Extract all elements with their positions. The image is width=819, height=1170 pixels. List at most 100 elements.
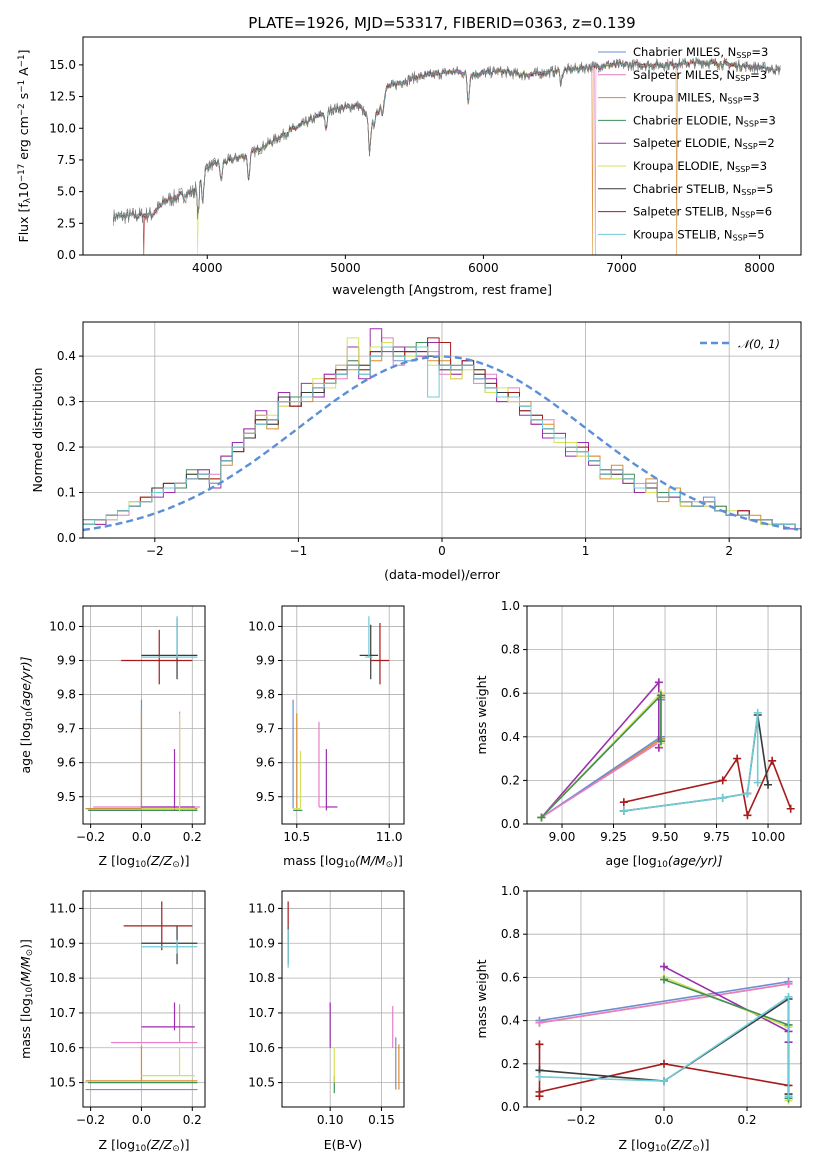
axes-frame (82, 321, 802, 539)
y-tick-label: 10.8 (248, 971, 275, 985)
label-part: Flux [f (16, 203, 31, 243)
label-part: Chabrier ELODIE, N (633, 113, 744, 127)
spectrum-xlabel: wavelength [Angstrom, rest frame] (332, 282, 552, 297)
weight-marker (656, 737, 665, 746)
label-part: SSP (735, 165, 750, 174)
spectrum-title: PLATE=1926, MJD=53317, FIBERID=0363, z=0… (248, 14, 635, 32)
y-tick-label: 10.5 (248, 1076, 275, 1090)
y-tick-label: 11.0 (248, 901, 275, 915)
plot-area (527, 606, 801, 824)
y-tick-label: 10.9 (49, 936, 76, 950)
x-tick-label: −0.2 (566, 1113, 595, 1127)
residual-histogram (83, 337, 801, 530)
weight-marker (619, 806, 628, 815)
residuals-legend: 𝒩(0, 1) (700, 337, 780, 351)
y-tick-label: 1.0 (501, 599, 520, 613)
weight-marker (654, 743, 663, 752)
weight-line (539, 980, 789, 1022)
label-part: (age/yr)] (18, 656, 33, 711)
label-part: =5 (748, 227, 765, 241)
weight-vs-age-ylabel: mass weight (474, 675, 489, 754)
y-tick-label: 10.5 (49, 1076, 76, 1090)
label-part: SSP (744, 119, 759, 128)
label-part: (M/M (18, 956, 33, 987)
residual-histogram (83, 342, 801, 530)
axes-frame (526, 605, 802, 825)
y-tick-label: 9.9 (57, 654, 76, 668)
x-tick-label: 8000 (744, 261, 775, 275)
legend-label: Kroupa STELIB, NSSP=5 (633, 227, 765, 242)
legend-label: Kroupa MILES, NSSP=3 (633, 91, 760, 106)
label-part: Chabrier MILES, N (633, 45, 736, 59)
label-part: 10 (344, 860, 355, 870)
mass-vs-ebv-axes: 0.10 0.15 10.5 10.6 10.7 10.8 10.9 11.0 E(B-V) (248, 890, 405, 1152)
legend-label: 𝒩(0, 1) (738, 337, 780, 351)
weight-marker (764, 780, 773, 789)
label-part: (Z/Z (146, 853, 173, 868)
label-part: age [log (605, 853, 656, 868)
legend-label: Kroupa ELODIE, NSSP=3 (633, 159, 767, 174)
label-part: =3 (751, 45, 768, 59)
axes-frame (281, 890, 405, 1108)
legend-label: Salpeter STELIB, NSSP=6 (633, 205, 772, 220)
x-tick-label: 0.2 (737, 1113, 756, 1127)
x-tick-label: 9.00 (549, 830, 576, 844)
y-tick-label: 10.0 (248, 619, 275, 633)
label-part: Kroupa MILES, N (633, 91, 728, 105)
y-tick-label: 15.0 (49, 58, 76, 72)
residual-histogram (83, 337, 801, 530)
plot-area (83, 606, 205, 824)
model-spectrum-line (113, 58, 781, 255)
label-part: Z [log (99, 1137, 135, 1152)
label-part: −17 (17, 164, 27, 182)
label-part: ⊙ (172, 1144, 179, 1154)
label-part: 10 (655, 1144, 666, 1154)
label-part: −1 (17, 80, 27, 93)
x-tick-label: 2 (725, 544, 733, 558)
axes-frame (82, 36, 802, 256)
weight-marker (718, 793, 727, 802)
x-tick-label: 11.0 (376, 830, 403, 844)
x-tick-label: 0.15 (368, 1113, 395, 1127)
label-part: ⊙ (172, 860, 179, 870)
weight-marker (656, 691, 665, 700)
plot-area (282, 606, 404, 824)
x-tick-label: 10.00 (751, 830, 785, 844)
plot-area (282, 891, 404, 1107)
y-tick-label: 10.7 (49, 1006, 76, 1020)
label-part: Z [log (619, 1137, 655, 1152)
label-part: 10 (25, 711, 35, 722)
y-tick-label: 9.6 (256, 756, 275, 770)
label-part: SSP (741, 188, 756, 197)
weight-marker (654, 678, 663, 687)
weight-marker (535, 1087, 544, 1096)
y-tick-label: 11.0 (49, 901, 76, 915)
label-part: mass [log (283, 853, 344, 868)
age-vs-Z-axes: −0.2 0.0 0.29.59.69.79.89.910.0Z [log10(Z/… (18, 605, 206, 870)
label-part: )] (18, 939, 33, 949)
weight-line (623, 714, 769, 812)
mass-vs-ebv-xlabel: E(B-V) (324, 1137, 363, 1152)
weight-marker (535, 1018, 544, 1027)
age-vs-mass-axes: 10.5 11.0 9.5 9.6 9.7 9.8 9.9 10.0 mass [log10(M… (248, 605, 405, 870)
model-spectrum-line (113, 59, 781, 255)
weight-vs-Z-axes: −0.2 0.0 0.2 0.0 0.2 0.4 0.6 0.8 1.0 Z [log10(Z/Z… (474, 884, 802, 1154)
y-tick-label: 9.6 (57, 756, 76, 770)
y-tick-label: 10.6 (248, 1041, 275, 1055)
model-spectrum-line (113, 58, 781, 255)
label-part: erg cm (16, 116, 31, 164)
weight-marker (660, 962, 668, 971)
y-tick-label: 0.6 (501, 970, 520, 984)
weight-marker (743, 789, 752, 798)
mass-vs-Z-ylabel: mass [log10(M/M⊙)] (18, 939, 35, 1059)
x-tick-label: −0.2 (76, 1113, 105, 1127)
y-tick-label: 10.9 (248, 936, 275, 950)
y-tick-label: 9.7 (256, 722, 275, 736)
weight-line (540, 693, 662, 819)
x-tick-label: 0.0 (132, 1113, 151, 1127)
weight-vs-Z-xlabel: Z [log10(Z/Z⊙)] (619, 1137, 710, 1154)
label-part: 10 (25, 987, 35, 998)
x-tick-label: 9.50 (652, 830, 679, 844)
y-tick-label: 0.2 (501, 1057, 520, 1071)
legend-label: Salpeter ELODIE, NSSP=2 (633, 136, 775, 151)
